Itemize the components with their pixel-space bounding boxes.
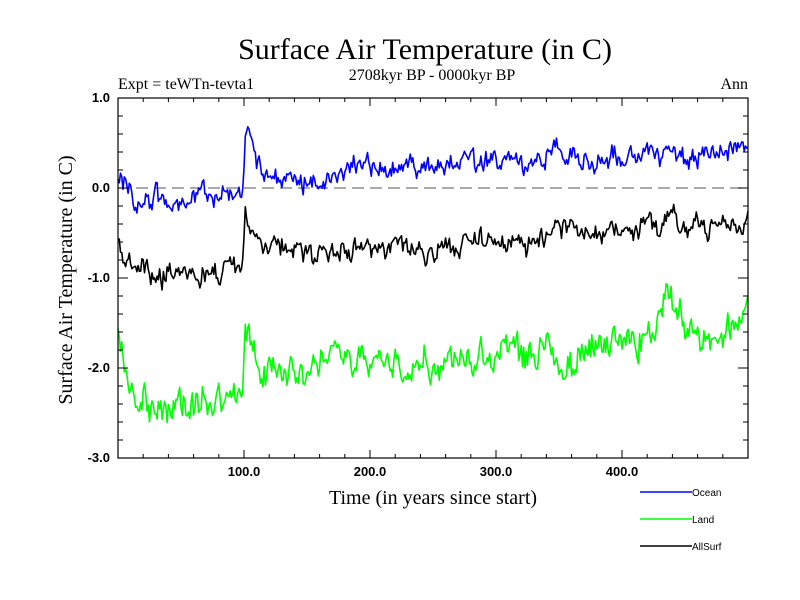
y-tick-label: 0.0 — [92, 180, 110, 195]
legend: Ocean Land AllSurf — [640, 488, 722, 553]
season-label: Ann — [720, 76, 748, 93]
legend-label-land: Land — [692, 515, 714, 526]
y-tick-label: -1.0 — [88, 270, 110, 285]
legend-label-ocean: Ocean — [692, 488, 721, 499]
experiment-label: Expt = teWTn-tevta1 — [118, 76, 254, 93]
series-line-land — [117, 282, 749, 424]
y-tick-label: -2.0 — [88, 360, 110, 375]
series-line-ocean — [117, 126, 749, 214]
chart-title: Surface Air Temperature (in C) — [238, 33, 612, 66]
y-axis-label: Surface Air Temperature (in C) — [55, 155, 77, 404]
x-axis-label: Time (in years since start) — [329, 487, 537, 509]
series-line-allsurf — [117, 203, 749, 291]
x-tick-label: 100.0 — [228, 464, 261, 479]
y-tick-label: -3.0 — [88, 450, 110, 465]
y-tick-label: 1.0 — [92, 90, 110, 105]
chart-subtitle: 2708kyr BP - 0000kyr BP — [349, 67, 516, 84]
x-tick-label: 400.0 — [606, 464, 639, 479]
legend-label-allsurf: AllSurf — [692, 542, 722, 553]
x-tick-label: 200.0 — [354, 464, 387, 479]
x-tick-label: 300.0 — [480, 464, 513, 479]
